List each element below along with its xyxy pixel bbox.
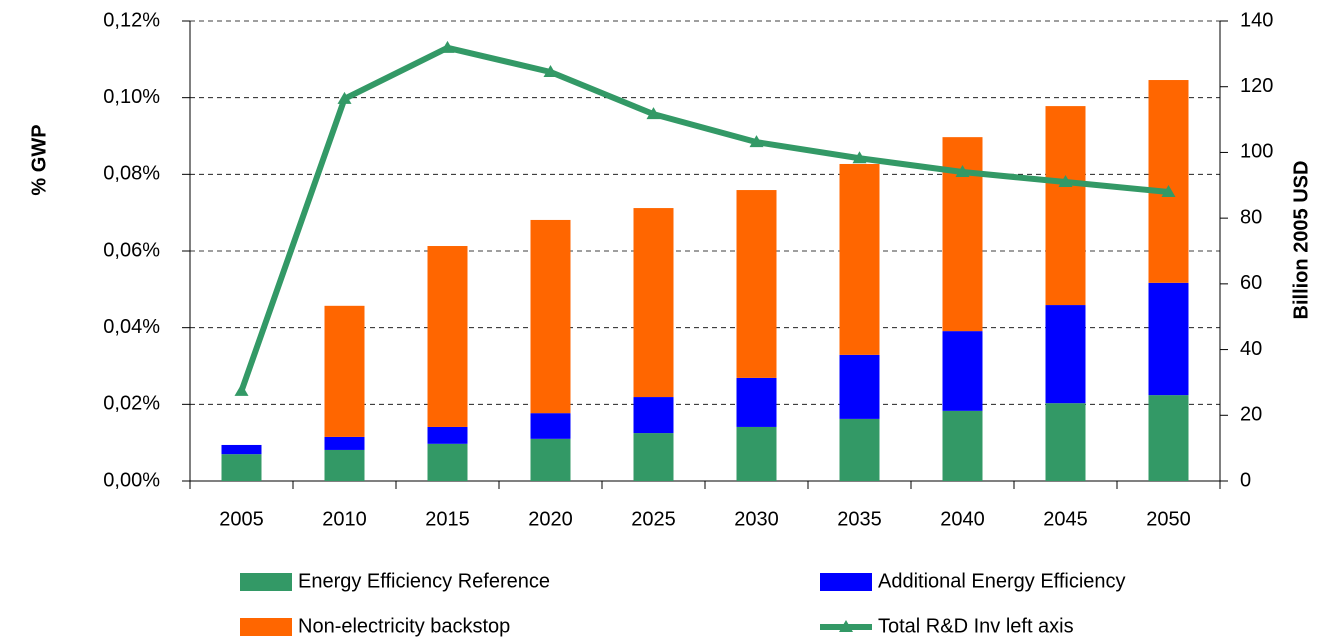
x-tick-label: 2010 [322, 508, 367, 530]
y-tick-label: 0,12% [103, 9, 160, 31]
legend-swatch [820, 573, 872, 591]
y2-tick-label: 60 [1240, 272, 1262, 294]
bar [530, 438, 571, 481]
bar [427, 246, 468, 427]
y-tick-label: 0,06% [103, 239, 160, 261]
y-axis-title: % GWP [28, 124, 50, 195]
bar [427, 426, 468, 444]
bar [633, 397, 674, 434]
bar [324, 449, 365, 481]
x-tick-label: 2050 [1146, 508, 1191, 530]
bar [221, 444, 262, 455]
bar [1148, 282, 1189, 396]
x-tick-label: 2040 [940, 508, 985, 530]
marker [852, 151, 867, 164]
legend-label: Total R&D Inv left axis [878, 615, 1074, 637]
bar [736, 377, 777, 427]
legend-swatch [240, 618, 292, 636]
x-tick-label: 2025 [631, 508, 676, 530]
x-tick-label: 2015 [425, 508, 470, 530]
y2-tick-label: 80 [1240, 206, 1262, 228]
legend-label: Energy Efficiency Reference [298, 570, 550, 592]
marker [337, 91, 352, 104]
bar [942, 331, 983, 411]
bar [633, 433, 674, 481]
y-tick-label: 0,00% [103, 469, 160, 491]
y2-tick-label: 20 [1240, 404, 1262, 426]
legend-label: Non-electricity backstop [298, 615, 510, 637]
y-tick-label: 0,04% [103, 316, 160, 338]
bar [736, 190, 777, 378]
bar [1148, 395, 1189, 481]
bar [736, 426, 777, 481]
marker [1058, 175, 1073, 187]
marker [646, 107, 661, 120]
bar [633, 208, 674, 398]
y-tick-label: 0,10% [103, 86, 160, 108]
bar [530, 413, 571, 439]
bar [324, 305, 365, 437]
bar [1045, 106, 1086, 306]
y-tick-label: 0,02% [103, 393, 160, 415]
bar [427, 443, 468, 481]
marker [749, 135, 764, 148]
bar [1045, 403, 1086, 481]
bar [324, 436, 365, 450]
bar [839, 418, 880, 481]
x-tick-label: 2005 [219, 508, 264, 530]
legend-label: Additional Energy Efficiency [878, 570, 1126, 592]
x-tick-label: 2030 [734, 508, 779, 530]
x-tick-label: 2035 [837, 508, 882, 530]
y2-tick-label: 40 [1240, 338, 1262, 360]
bar [839, 354, 880, 419]
y2-tick-label: 100 [1240, 141, 1273, 163]
marker [234, 383, 249, 396]
bar [530, 219, 571, 414]
bar [221, 454, 262, 481]
bar [942, 410, 983, 481]
marker [1161, 184, 1176, 197]
y2-axis-title: Billion 2005 USD [1290, 161, 1312, 320]
x-tick-label: 2045 [1043, 508, 1088, 530]
bar [1045, 305, 1086, 404]
marker [839, 620, 853, 632]
x-tick-label: 2020 [528, 508, 573, 530]
y2-tick-label: 0 [1240, 469, 1251, 491]
marker [543, 64, 558, 77]
marker [440, 40, 455, 53]
bar [1148, 80, 1189, 283]
y2-tick-label: 140 [1240, 9, 1273, 31]
line [238, 44, 1169, 392]
y2-tick-label: 120 [1240, 75, 1273, 97]
y-tick-label: 0,08% [103, 163, 160, 185]
bar [839, 163, 880, 355]
marker [955, 165, 970, 178]
legend-swatch [240, 573, 292, 591]
